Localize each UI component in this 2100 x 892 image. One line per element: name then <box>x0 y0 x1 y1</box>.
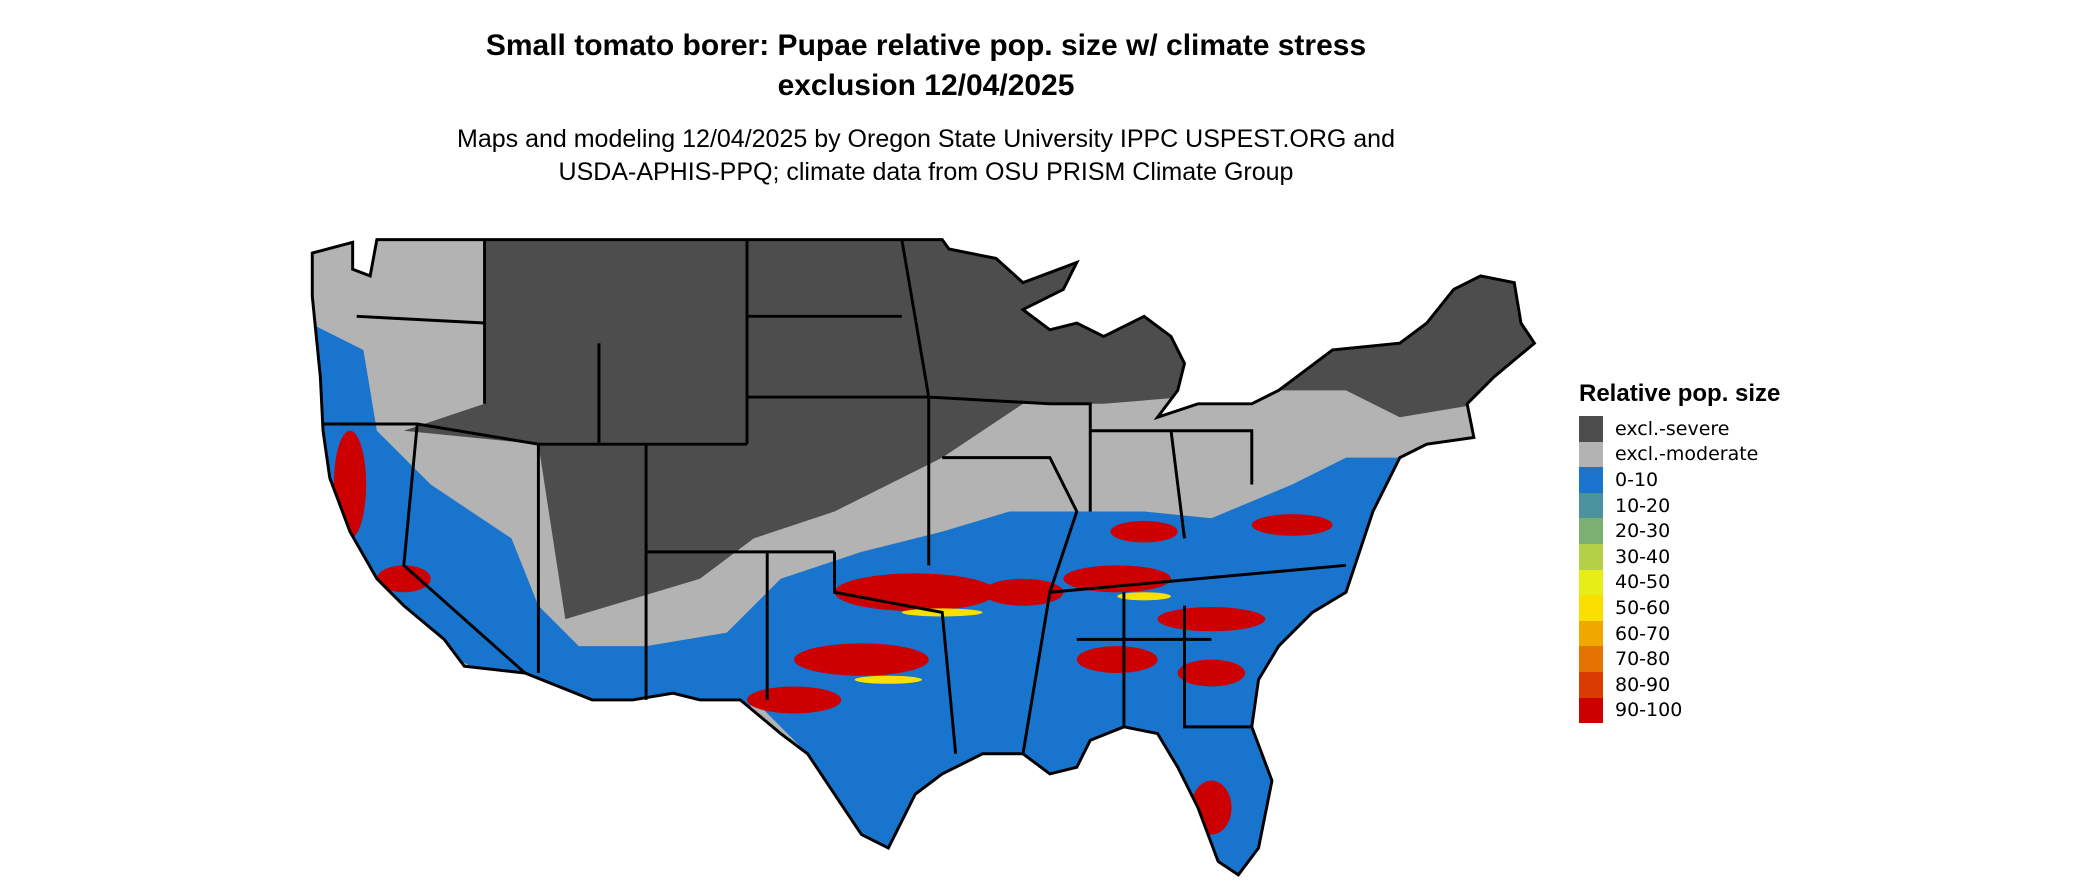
legend-label: 30-40 <box>1615 545 1671 568</box>
legend-swatch <box>1579 569 1603 596</box>
legend-label: 70-80 <box>1615 648 1671 671</box>
legend-title: Relative pop. size <box>1579 380 1781 407</box>
legend-swatch <box>1579 416 1603 442</box>
legend-item: 10-20 <box>1579 492 1780 519</box>
legend-item: 0-10 <box>1579 467 1780 493</box>
legend-swatch <box>1579 441 1603 468</box>
legend-label: excl.-severe <box>1615 417 1730 440</box>
legend-swatch <box>1579 646 1603 672</box>
high-pop-patches <box>333 430 1333 835</box>
legend-item: 50-60 <box>1579 595 1780 621</box>
legend-item: 70-80 <box>1579 646 1780 672</box>
legend: Relative pop. size excl.-severe excl.-mod… <box>1579 380 1781 724</box>
legend-swatch <box>1579 595 1603 621</box>
legend-label: 50-60 <box>1615 596 1671 619</box>
legend-label: excl.-moderate <box>1615 443 1759 466</box>
legend-item: 40-50 <box>1579 569 1780 596</box>
legend-item: 90-100 <box>1579 697 1780 724</box>
legend-label: 20-30 <box>1615 520 1671 543</box>
legend-swatch <box>1579 492 1603 519</box>
legend-label: 40-50 <box>1615 571 1671 594</box>
legend-item: excl.-severe <box>1579 416 1780 442</box>
legend-swatch <box>1579 697 1603 724</box>
map-title-line2: exclusion 12/04/2025 <box>777 69 1075 102</box>
state-borders <box>310 238 1536 877</box>
legend-label: 90-100 <box>1615 699 1683 722</box>
legend-item: 20-30 <box>1579 518 1780 544</box>
legend-swatch <box>1579 671 1603 698</box>
map-title-line1: Small tomato borer: Pupae relative pop. … <box>485 29 1367 62</box>
legend-label: 10-20 <box>1615 494 1671 517</box>
legend-label: 80-90 <box>1615 673 1671 696</box>
legend-swatch <box>1579 620 1603 647</box>
map-subtitle-line1: Maps and modeling 12/04/2025 by Oregon S… <box>457 125 1395 153</box>
legend-label: 0-10 <box>1615 468 1659 491</box>
map-subtitle-line2: USDA-APHIS-PPQ; climate data from OSU PR… <box>558 158 1294 186</box>
legend-swatch <box>1579 518 1603 544</box>
legend-items: excl.-severe excl.-moderate 0-10 10-20 20-30… <box>1579 416 1780 724</box>
legend-swatch <box>1579 467 1603 493</box>
legend-item: 80-90 <box>1579 671 1780 698</box>
legend-item: excl.-moderate <box>1579 441 1780 468</box>
legend-swatch <box>1579 543 1603 570</box>
legend-label: 60-70 <box>1615 622 1671 645</box>
legend-item: 30-40 <box>1579 543 1780 570</box>
legend-item: 60-70 <box>1579 620 1780 647</box>
